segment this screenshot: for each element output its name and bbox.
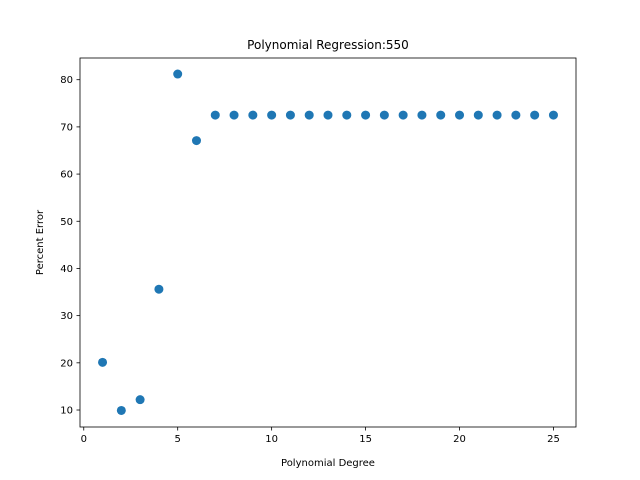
data-point bbox=[379, 110, 389, 120]
data-point bbox=[417, 110, 427, 120]
data-point bbox=[229, 110, 239, 120]
y-tick-label: 10 bbox=[60, 406, 73, 417]
data-point bbox=[116, 405, 126, 415]
data-point bbox=[323, 110, 333, 120]
data-point bbox=[342, 110, 352, 120]
chart-title: Polynomial Regression:550 bbox=[247, 38, 409, 52]
y-tick-label: 40 bbox=[60, 264, 73, 275]
data-point bbox=[154, 284, 164, 294]
y-tick-label: 80 bbox=[60, 75, 73, 86]
x-tick-label: 15 bbox=[359, 434, 372, 445]
data-points bbox=[98, 69, 558, 415]
data-point bbox=[548, 110, 558, 120]
x-tick-label: 20 bbox=[453, 434, 466, 445]
data-point bbox=[135, 395, 145, 405]
x-tick-label: 10 bbox=[265, 434, 278, 445]
plot-frame bbox=[79, 57, 577, 428]
data-point bbox=[511, 110, 521, 120]
data-point bbox=[98, 357, 108, 367]
data-point bbox=[436, 110, 446, 120]
y-tick-label: 60 bbox=[60, 170, 73, 181]
data-point bbox=[267, 110, 277, 120]
y-tick-label: 50 bbox=[60, 217, 73, 228]
x-axis-label: Polynomial Degree bbox=[281, 458, 375, 469]
data-point bbox=[492, 110, 502, 120]
y-tick-label: 30 bbox=[60, 311, 73, 322]
x-tick-label: 25 bbox=[547, 434, 560, 445]
y-tick-label: 70 bbox=[60, 122, 73, 133]
data-point bbox=[473, 110, 483, 120]
y-tick-label: 20 bbox=[60, 358, 73, 369]
y-axis-label: Percent Error bbox=[35, 209, 46, 275]
x-tick-label: 5 bbox=[175, 434, 181, 445]
data-point bbox=[210, 110, 220, 120]
data-point bbox=[248, 110, 258, 120]
data-point bbox=[455, 110, 465, 120]
data-point bbox=[304, 110, 314, 120]
data-point bbox=[530, 110, 540, 120]
axis-ticks: 0 5 10 15 20 25 10 20 30 40 50 60 70 80 bbox=[60, 75, 560, 445]
data-point bbox=[285, 110, 295, 120]
x-tick-label: 0 bbox=[81, 434, 87, 445]
data-point bbox=[398, 110, 408, 120]
data-point bbox=[191, 136, 201, 146]
data-point bbox=[173, 69, 183, 79]
data-point bbox=[361, 110, 371, 120]
